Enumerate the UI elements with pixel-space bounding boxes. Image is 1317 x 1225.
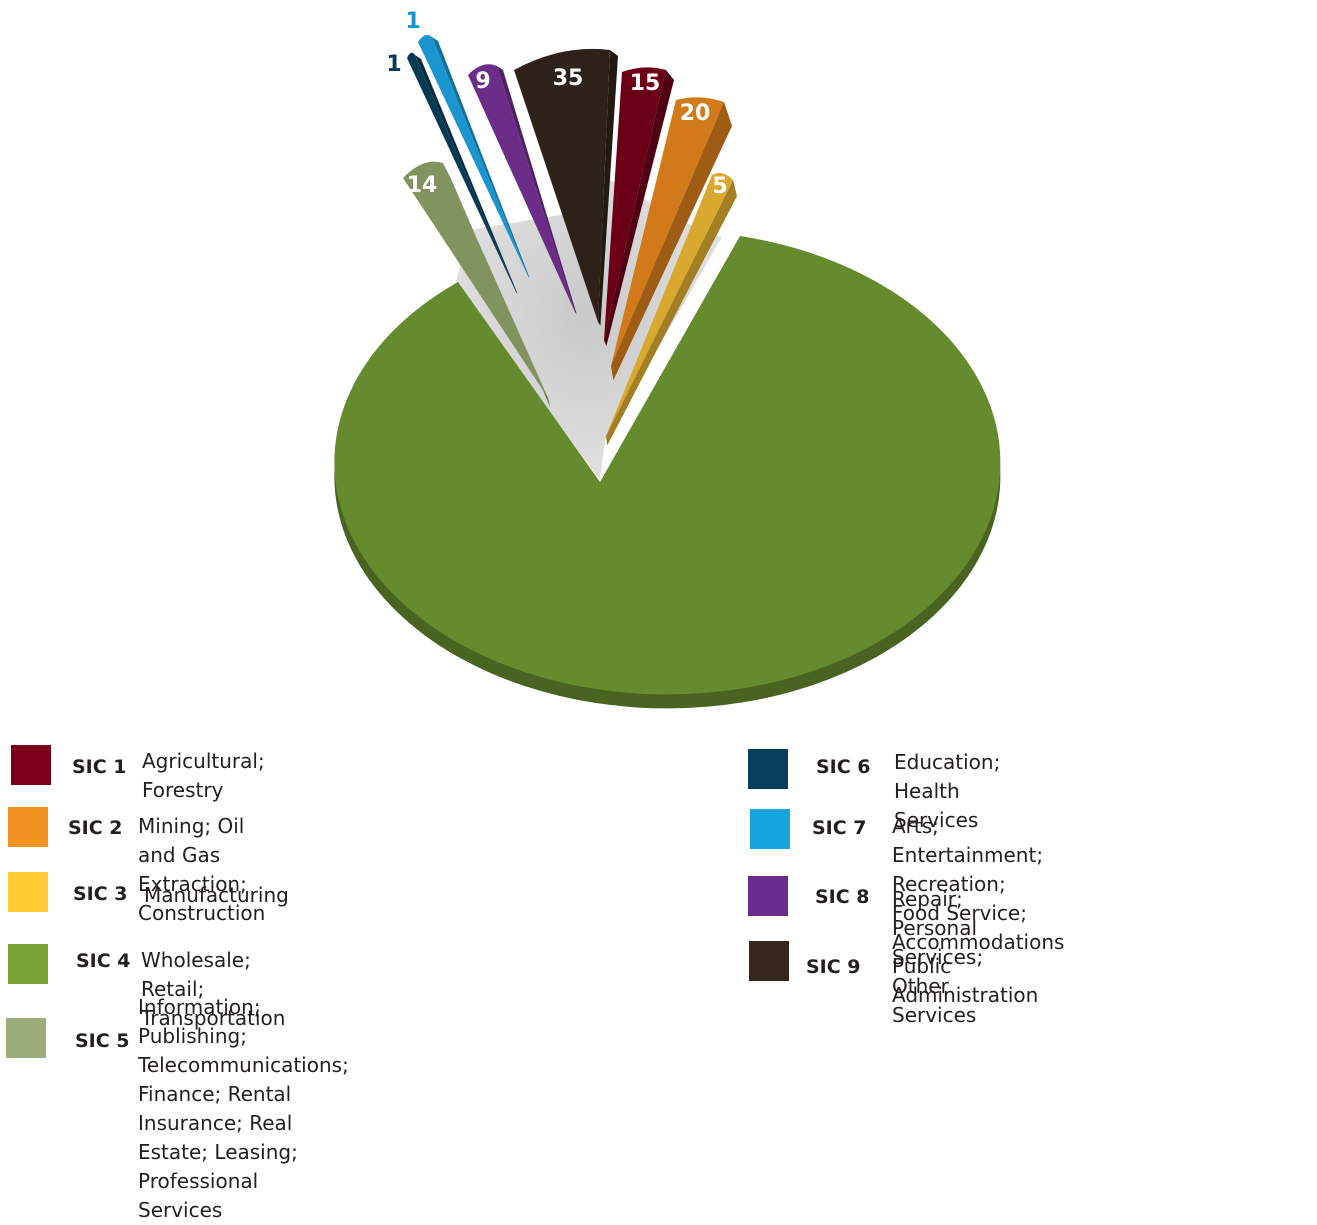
legend-code-sic-3: SIC 3 — [73, 883, 128, 905]
legend-code-sic-7: SIC 7 — [812, 817, 867, 839]
legend-code-sic-6: SIC 6 — [816, 756, 871, 778]
value-label-sic-9: 35 — [553, 66, 584, 91]
legend-label-sic-3: Manufacturing — [144, 883, 289, 907]
legend-code-sic-2: SIC 2 — [68, 817, 123, 839]
value-label-sic-7: 1 — [405, 9, 420, 34]
legend-code-sic-4: SIC 4 — [76, 950, 131, 972]
value-label-sic-6: 1 — [386, 52, 401, 77]
value-label-sic-8: 9 — [475, 69, 490, 94]
legend-label-sic-2: Mining; Oil and Gas Extraction; Construc… — [138, 814, 266, 925]
value-label-sic-2: 20 — [680, 101, 711, 126]
legend-code-sic-9: SIC 9 — [806, 956, 861, 978]
legend-label-sic-6: Education; Health Services — [894, 750, 1001, 832]
legend-swatch-sic-3 — [8, 872, 48, 912]
legend-label-sic-1: Agricultural; Forestry — [142, 749, 265, 802]
legend-code-sic-8: SIC 8 — [815, 886, 870, 908]
slice-sic-8 — [468, 64, 577, 315]
legend-swatch-sic-1 — [11, 745, 51, 785]
legend-swatch-sic-4 — [8, 944, 48, 984]
slice-sic-5 — [403, 161, 551, 408]
value-label-sic-4: 666 — [574, 703, 620, 728]
legend-code-sic-5: SIC 5 — [75, 1030, 130, 1052]
slice-sic-7 — [418, 34, 530, 279]
legend-label-sic-7: Arts; Entertainment; Recreation; Food Se… — [892, 814, 1065, 954]
slice-sic-6 — [407, 52, 518, 295]
slice-sic-9 — [514, 48, 618, 326]
legend-label-sic-4: Wholesale; Retail; Transportation — [141, 948, 286, 1030]
slice-sic-1 — [604, 67, 674, 346]
slice-sic-2 — [611, 97, 732, 381]
value-label-sic-1: 15 — [630, 71, 661, 96]
legend-swatch-sic-7 — [750, 809, 790, 849]
legend-swatch-sic-6 — [748, 749, 788, 789]
legend-label-sic-5: Information; Publishing; Telecommunicati… — [138, 995, 349, 1222]
slice-sic-4 — [334, 236, 1001, 709]
legend-label-sic-9: Public Administration — [892, 954, 1039, 1007]
slice-sic-3 — [606, 172, 737, 446]
pie-chart: 15 20 5 666 14 11 9 35 — [334, 9, 1001, 728]
legend-label-sic-8: Repair; Personal Services; Other Service… — [892, 887, 984, 1027]
legend-swatch-sic-9 — [749, 941, 789, 981]
value-label-sic-3: 5 — [712, 174, 727, 199]
legend-swatch-sic-8 — [748, 876, 788, 916]
legend-swatch-sic-5 — [6, 1018, 46, 1058]
legend-code-sic-1: SIC 1 — [72, 756, 127, 778]
legend-swatch-sic-2 — [8, 807, 48, 847]
value-label-sic-5: 14 — [407, 173, 438, 198]
